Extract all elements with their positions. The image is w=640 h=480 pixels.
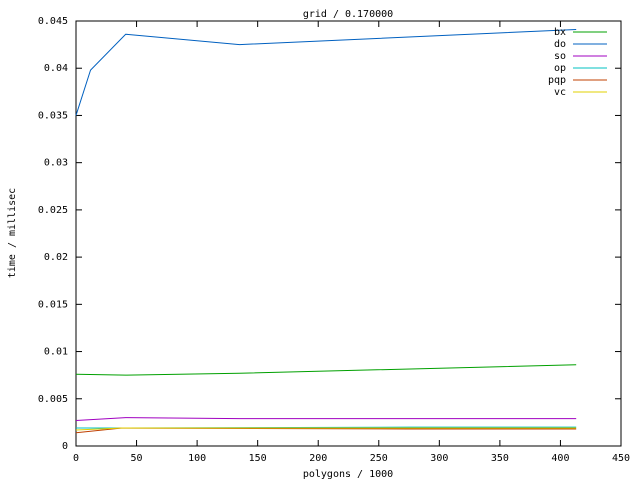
x-tick-label: 200: [309, 453, 327, 464]
chart-title: grid / 0.170000: [303, 9, 393, 20]
legend-label: op: [554, 63, 566, 74]
data-line: [75, 417, 577, 421]
x-tick-label: 150: [249, 453, 267, 464]
x-axis-label: polygons / 1000: [303, 469, 393, 480]
legend-label: vc: [554, 87, 566, 98]
data-line: [75, 29, 577, 116]
y-tick-label: 0.035: [38, 110, 68, 121]
x-tick-label: 250: [370, 453, 388, 464]
y-tick-label: 0.005: [38, 394, 68, 405]
x-tick-label: 300: [430, 453, 448, 464]
x-tick-label: 400: [551, 453, 569, 464]
x-tick-label: 350: [491, 453, 509, 464]
x-tick-label: 450: [612, 453, 630, 464]
data-line: [75, 427, 577, 434]
x-tick-label: 50: [131, 453, 143, 464]
legend-label: bx: [554, 27, 566, 38]
y-tick-label: 0.04: [44, 63, 68, 74]
y-tick-label: 0.015: [38, 299, 68, 310]
x-tick-label: 100: [188, 453, 206, 464]
x-tick-label: 0: [73, 453, 79, 464]
data-line: [75, 364, 577, 376]
y-tick-label: 0: [62, 441, 68, 452]
y-tick-label: 0.03: [44, 158, 68, 169]
y-tick-label: 0.045: [38, 16, 68, 27]
legend-label: so: [554, 51, 566, 62]
legend-label: pqp: [548, 75, 566, 86]
y-tick-label: 0.025: [38, 205, 68, 216]
y-tick-label: 0.01: [44, 347, 68, 358]
data-line: [75, 427, 577, 431]
y-axis-label: time / millisec: [7, 188, 18, 278]
plot-frame: [75, 20, 622, 447]
y-tick-label: 0.02: [44, 252, 68, 263]
legend-label: do: [554, 39, 566, 50]
